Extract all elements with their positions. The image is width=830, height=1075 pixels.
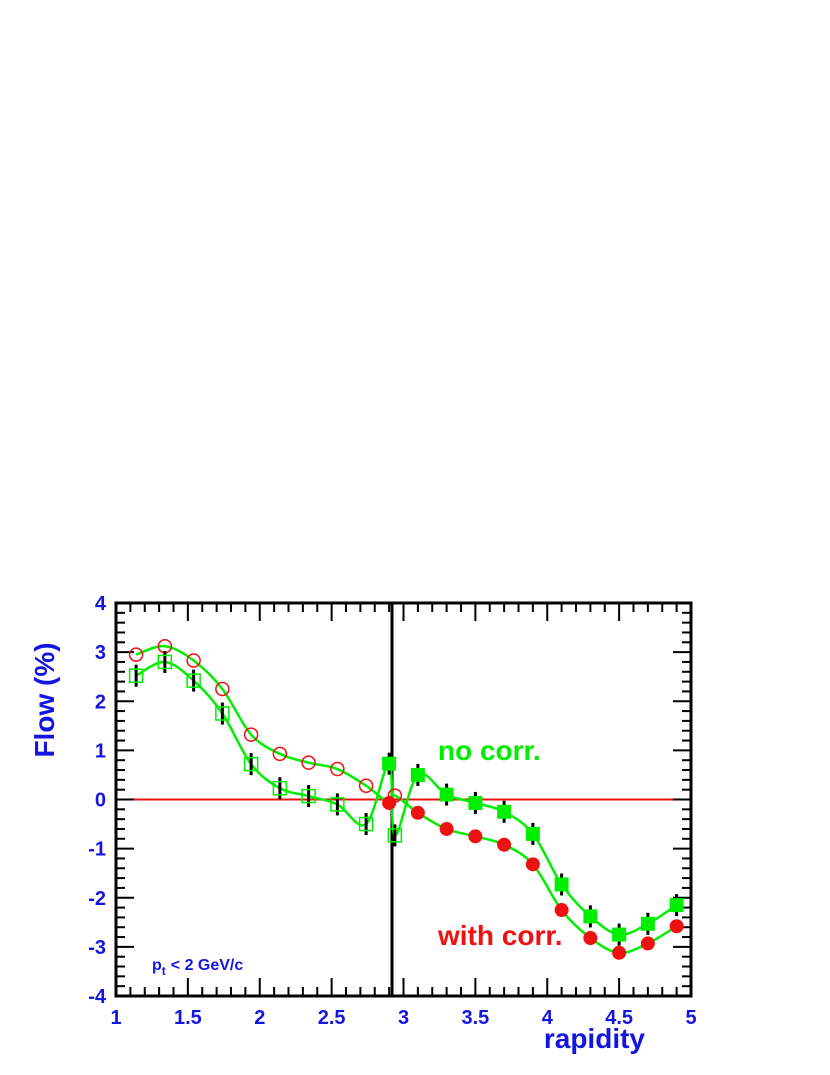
data-point-filled-square [640,916,655,931]
data-point-filled-square [439,787,454,802]
data-point-filled-square [612,927,627,942]
data-point-filled-circle [554,903,569,918]
data-point-open-square [301,788,316,804]
data-point-open-square [215,706,230,721]
data-point-filled-circle [468,829,483,844]
x-axis-title: rapidity [544,1023,646,1054]
data-point-open-square [157,654,173,670]
x-tick-label: 2 [254,1007,265,1029]
pt-subscript: t [162,964,166,978]
y-tick-label: 0 [95,790,106,812]
data-point-filled-circle [583,931,598,946]
tick-labels: 1 1.5 2 2.5 3 3.5 4 4.5 5 -4 -3 -2 -1 0 1 2 3 4 [88,593,696,1029]
x-tick-label: 1.5 [174,1007,202,1029]
x-tick-label: 5 [685,1007,696,1029]
data-point-open-square [330,797,345,812]
x-tick-label: 1 [110,1007,121,1029]
data-point-open-square [358,816,374,832]
data-point-filled-circle [439,821,454,836]
y-tick-label: 2 [95,691,106,713]
data-point-filled-circle [669,919,684,934]
data-point-open-circle [186,653,201,668]
data-point-filled-circle [640,936,655,951]
data-point-filled-circle [525,857,540,872]
data-point-filled-circle [612,945,627,960]
pt-main: p [152,957,162,974]
data-point-open-square [186,673,201,688]
x-tick-label: 3 [398,1007,409,1029]
pt-cut-annotation: pt < 2 GeV/c [152,957,243,978]
data-point-open-square [243,756,259,772]
data-point-filled-square [497,804,512,819]
fit-curve-with-corr [135,644,678,955]
x-tick-label: 4 [542,1007,554,1029]
data-point-filled-square [583,909,598,924]
data-point-open-square [272,780,288,796]
data-point-filled-square [554,877,569,892]
data-point-open-circle [330,761,345,777]
y-tick-label: 4 [95,593,107,615]
x-tick-label: 3.5 [461,1007,489,1029]
y-tick-label: -4 [88,986,107,1008]
no-corr-annotation: no corr. [438,735,541,766]
y-tick-label: 1 [95,740,106,762]
with-corr-annotation: with corr. [437,920,562,951]
data-point-open-square [128,668,144,683]
y-tick-label: -1 [88,839,106,861]
data-point-open-circle [301,755,316,770]
x-tick-label: 4.5 [605,1007,633,1029]
data-point-open-square [387,828,403,843]
data-point-filled-circle [410,805,425,820]
data-point-open-circle [215,681,230,697]
data-point-filled-square [382,756,397,771]
y-tick-label: -3 [88,937,106,959]
data-point-open-circle [358,778,374,793]
x-tick-label: 2.5 [318,1007,346,1029]
data-point-open-circle [128,647,144,662]
data-markers [128,638,684,960]
fit-curve-no-corr [135,660,678,936]
axes-frame [114,601,693,998]
data-point-filled-square [410,767,425,782]
data-point-open-circle [243,727,259,742]
y-axis-title: Flow (%) [29,642,60,757]
y-tick-label: 3 [95,642,106,664]
data-point-filled-square [669,898,684,913]
data-point-filled-circle [382,795,397,810]
y-tick-label: -2 [88,888,106,910]
data-point-open-circle [272,746,288,762]
data-point-filled-square [525,826,540,841]
pt-rest: < 2 GeV/c [171,957,244,974]
plot-frame [114,601,693,998]
data-point-filled-circle [497,837,512,852]
data-point-filled-square [468,795,483,810]
